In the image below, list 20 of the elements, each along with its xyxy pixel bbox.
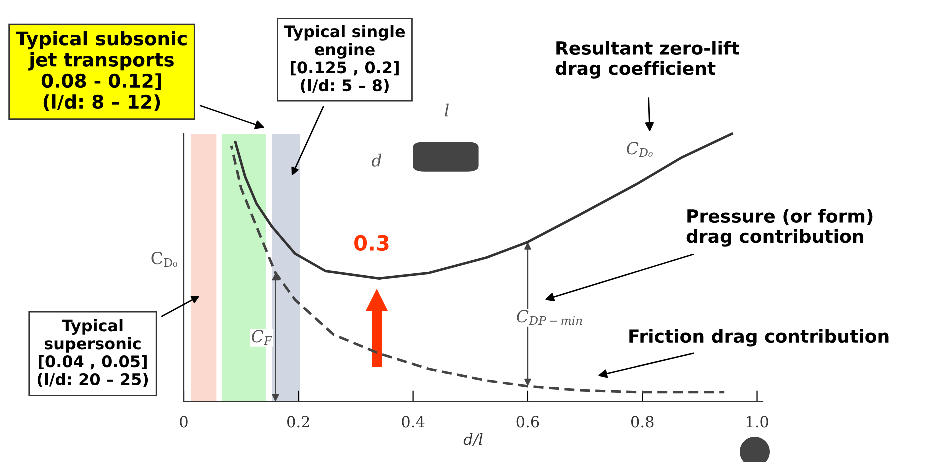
x-tick-label: 1.0 [746,416,768,428]
x-tick-label: 0.6 [516,416,540,428]
annotation: C$_{DP−min}$ [517,310,582,326]
x-tick-label: 0.4 [402,416,425,428]
x-tick-label: 0.2 [288,416,310,428]
annotation: 0.3 [354,235,389,252]
annotation: Pressure (or form) drag contribution [686,209,873,247]
text: Resultant zero-lift drag coefficient [556,41,740,79]
text: Typical supersonic [0.04 , 0.05] (l/d: 20 – 25) [38,319,148,388]
text: Typical single engine [0.125 , 0.2] (l/d: 5 – 8) [284,25,406,94]
text: Typical subsonic jet transports 0.08 - 0.12] (l/d: 8 – 12) [16,31,187,112]
annotation: C$_{F}$ [252,330,273,346]
x-tick-label: 0 [180,416,188,428]
x-axis-title: d/l [464,433,483,446]
text: l [445,104,449,117]
annotation: d [372,154,382,167]
y-axis-title: C$_{D₀}$ [152,252,178,268]
annotation: C$_{D₀}$ [627,142,653,158]
annotation: Friction drag contribution [630,329,889,347]
x-tick-label: 0.8 [631,416,654,428]
